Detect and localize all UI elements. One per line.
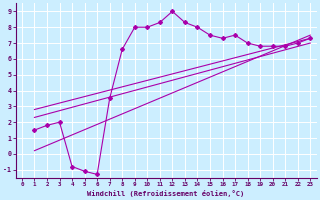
X-axis label: Windchill (Refroidissement éolien,°C): Windchill (Refroidissement éolien,°C) bbox=[87, 190, 245, 197]
